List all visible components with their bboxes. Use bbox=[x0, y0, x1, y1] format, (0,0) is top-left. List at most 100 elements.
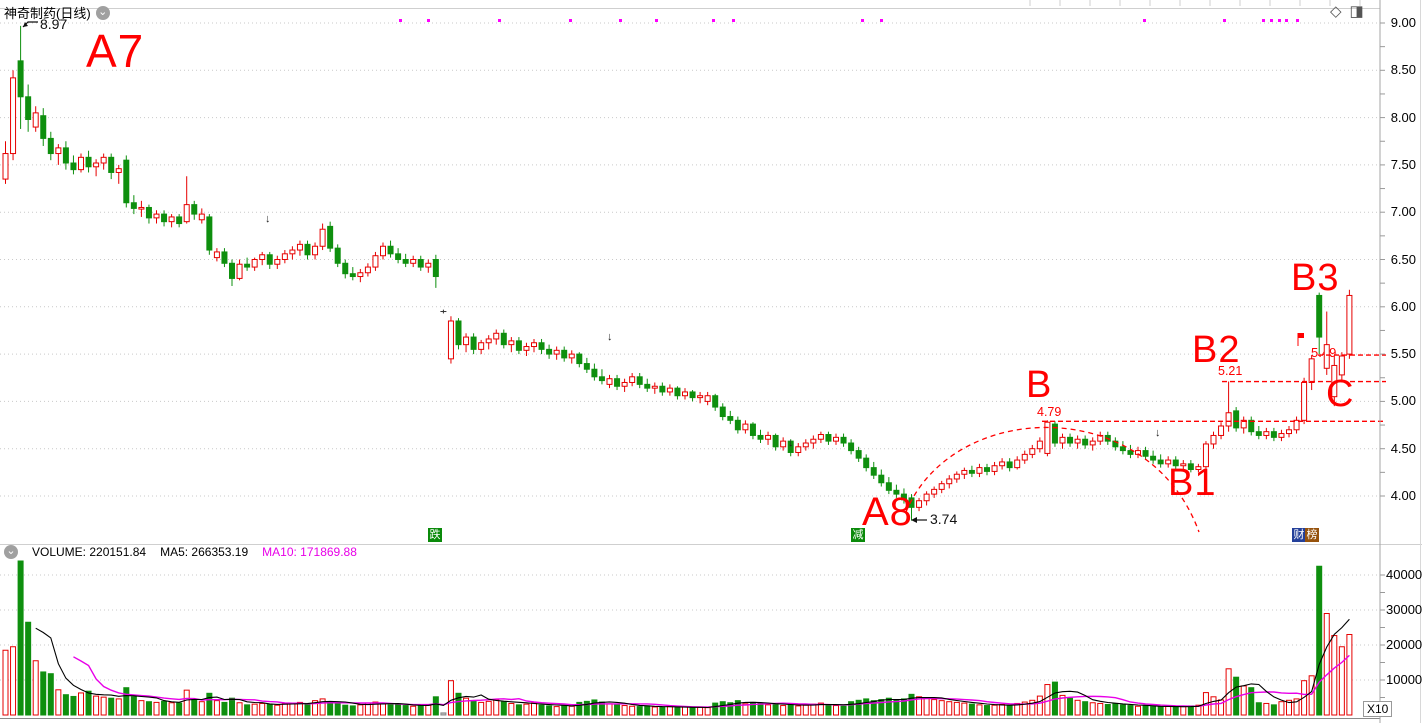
candle-body bbox=[342, 262, 349, 275]
high-price-tag: 8.97 bbox=[40, 16, 68, 32]
volume-ma10-line bbox=[73, 654, 1350, 708]
diamond-marker-icon[interactable]: ◇ bbox=[1330, 3, 1342, 20]
candle-body bbox=[1323, 344, 1330, 369]
price-axis-label: 6.00 bbox=[1390, 298, 1416, 314]
volume-bar bbox=[236, 702, 243, 716]
candle-body bbox=[682, 391, 688, 397]
volume-bar bbox=[478, 701, 485, 716]
event-badge[interactable]: 财 bbox=[1292, 528, 1306, 542]
candle-body bbox=[772, 434, 779, 448]
candle-body bbox=[372, 255, 379, 268]
candle-body bbox=[825, 434, 832, 442]
candle-body bbox=[976, 467, 983, 474]
volume-bar bbox=[259, 702, 266, 716]
volume-bar bbox=[130, 696, 137, 716]
volume-bar bbox=[900, 698, 907, 716]
candle-body bbox=[1142, 450, 1149, 457]
candle-body bbox=[1082, 438, 1089, 446]
candle-body bbox=[10, 77, 17, 155]
volume-bar bbox=[1127, 705, 1134, 716]
candle-body bbox=[349, 273, 356, 278]
volume-bar bbox=[1225, 668, 1232, 716]
volume-bar bbox=[568, 705, 575, 716]
volume-bar bbox=[908, 693, 915, 716]
panel-layout-icon[interactable]: ◨ bbox=[1349, 3, 1364, 20]
candle-body bbox=[198, 213, 205, 221]
marker-dot bbox=[619, 19, 622, 22]
candle-body bbox=[108, 156, 115, 173]
volume-bar bbox=[440, 712, 447, 716]
candle-body bbox=[327, 225, 334, 249]
volume-bar bbox=[447, 680, 454, 716]
high-arrow-head bbox=[23, 22, 28, 27]
volume-bar bbox=[1104, 704, 1111, 716]
price-axis-label: 5.00 bbox=[1390, 393, 1416, 409]
candle-body bbox=[802, 442, 809, 448]
volume-bar bbox=[183, 689, 190, 716]
volume-collapse-chevron-icon[interactable]: ⌄ bbox=[4, 545, 18, 559]
volume-bar bbox=[614, 704, 621, 716]
candle-body bbox=[1240, 419, 1247, 429]
candle-body bbox=[1293, 419, 1300, 431]
volume-axis-label: 20000 bbox=[1386, 637, 1422, 652]
volume-bar bbox=[991, 704, 998, 716]
volume-bar bbox=[395, 703, 402, 716]
candle-body bbox=[470, 336, 477, 350]
volume-value-label: VOLUME: 220151.84 bbox=[32, 545, 147, 559]
candle-body bbox=[606, 378, 613, 385]
volume-bar bbox=[817, 702, 824, 716]
volume-bar bbox=[538, 704, 545, 716]
annotation-b3: B3 bbox=[1291, 257, 1340, 299]
candle-body bbox=[78, 156, 84, 171]
candle-body bbox=[1029, 448, 1036, 455]
volume-bar bbox=[266, 704, 273, 716]
candle-body bbox=[1067, 436, 1074, 444]
volume-bar bbox=[863, 698, 870, 716]
volume-bar bbox=[402, 705, 409, 716]
candle-body bbox=[1059, 436, 1066, 444]
volume-bar bbox=[636, 706, 643, 716]
volume-bar bbox=[327, 701, 334, 716]
marker-dot bbox=[1296, 19, 1299, 22]
event-badge[interactable]: 榜 bbox=[1305, 528, 1319, 542]
candle-body bbox=[123, 159, 130, 204]
volume-bar bbox=[1210, 696, 1217, 716]
volume-bar bbox=[885, 697, 892, 716]
volume-bar bbox=[289, 702, 296, 716]
volume-axis-label: 10000 bbox=[1386, 672, 1422, 687]
event-badge[interactable]: 减 bbox=[851, 528, 865, 542]
candle-body bbox=[576, 353, 583, 365]
collapse-chevron-icon[interactable]: ⌄ bbox=[95, 5, 110, 20]
candle-body bbox=[244, 263, 251, 268]
volume-bar bbox=[689, 707, 696, 716]
volume-bar bbox=[168, 702, 175, 716]
volume-bar bbox=[984, 705, 990, 716]
volume-bar bbox=[644, 705, 651, 716]
candle-body bbox=[704, 395, 711, 402]
low-price-tag: 3.74 bbox=[930, 511, 958, 527]
candle-body bbox=[561, 349, 568, 359]
volume-bar bbox=[674, 707, 681, 716]
candle-body bbox=[47, 137, 54, 155]
volume-bar bbox=[1270, 704, 1277, 716]
candle-body bbox=[984, 467, 990, 472]
volume-ma5-line bbox=[35, 618, 1350, 709]
volume-bar bbox=[1067, 697, 1074, 716]
candle-body bbox=[991, 465, 998, 472]
candle-body bbox=[546, 348, 553, 355]
annotation-c: C bbox=[1326, 373, 1355, 415]
candle-body bbox=[85, 156, 92, 168]
candle-body bbox=[1316, 294, 1323, 338]
candle-body bbox=[380, 245, 386, 257]
candle-body bbox=[757, 434, 764, 440]
volume-bar bbox=[463, 697, 470, 716]
volume-bar bbox=[176, 702, 183, 716]
volume-bar bbox=[1021, 701, 1028, 716]
candle-body bbox=[644, 383, 651, 389]
candle-body bbox=[40, 115, 47, 139]
volume-bar bbox=[1074, 699, 1081, 716]
volume-bar bbox=[704, 707, 711, 716]
candle-body bbox=[145, 206, 152, 219]
event-badge[interactable]: 跌 bbox=[428, 528, 442, 542]
